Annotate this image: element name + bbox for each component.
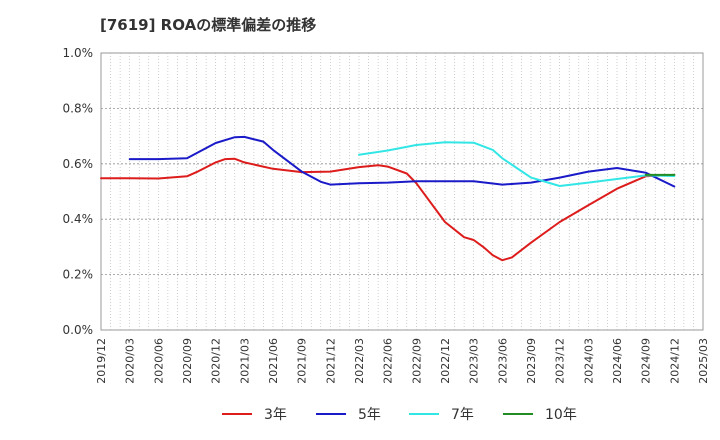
x-tick-label: 2024/06 (611, 338, 624, 384)
plot-area (100, 52, 704, 331)
legend-label: 7年 (451, 407, 474, 423)
chart-title: [7619] ROAの標準偏差の推移 (100, 16, 317, 34)
x-tick-label: 2024/09 (640, 338, 653, 384)
x-tick-label: 2022/03 (353, 338, 366, 384)
x-tick-label: 2021/09 (296, 338, 309, 384)
x-tick-label: 2023/06 (496, 338, 509, 384)
y-tick-label: 1.0% (63, 46, 94, 60)
x-tick-label: 2024/03 (582, 338, 595, 384)
legend-label: 3年 (264, 407, 287, 423)
x-tick-label: 2021/12 (324, 338, 337, 384)
x-tick-label: 2023/12 (554, 338, 567, 384)
x-tick-label: 2024/12 (668, 338, 681, 384)
x-tick-label: 2023/03 (468, 338, 481, 384)
x-tick-label: 2021/03 (238, 338, 251, 384)
y-tick-label: 0.8% (63, 101, 94, 115)
legend-label: 5年 (358, 407, 381, 423)
series-line-7年 (358, 141, 676, 187)
y-tick-label: 0.6% (63, 157, 94, 171)
x-tick-label: 2022/09 (410, 338, 423, 384)
x-tick-label: 2020/03 (124, 338, 137, 384)
series-line-5年 (128, 135, 676, 188)
x-tick-label: 2022/12 (439, 338, 452, 384)
x-tick-label: 2020/09 (181, 338, 194, 384)
x-tick-label: 2022/06 (382, 338, 395, 384)
x-tick-label: 2019/12 (95, 338, 108, 384)
y-tick-label: 0.4% (63, 212, 94, 226)
x-tick-label: 2025/03 (697, 338, 710, 384)
x-tick-label: 2020/12 (210, 338, 223, 384)
legend-label: 10年 (545, 407, 577, 423)
y-tick-label: 0.2% (63, 268, 94, 282)
x-tick-label: 2023/09 (525, 338, 538, 384)
y-tick-label: 0.0% (63, 323, 94, 337)
series-line-3年 (100, 157, 676, 262)
x-tick-label: 2020/06 (152, 338, 165, 384)
x-tick-label: 2021/06 (267, 338, 280, 384)
